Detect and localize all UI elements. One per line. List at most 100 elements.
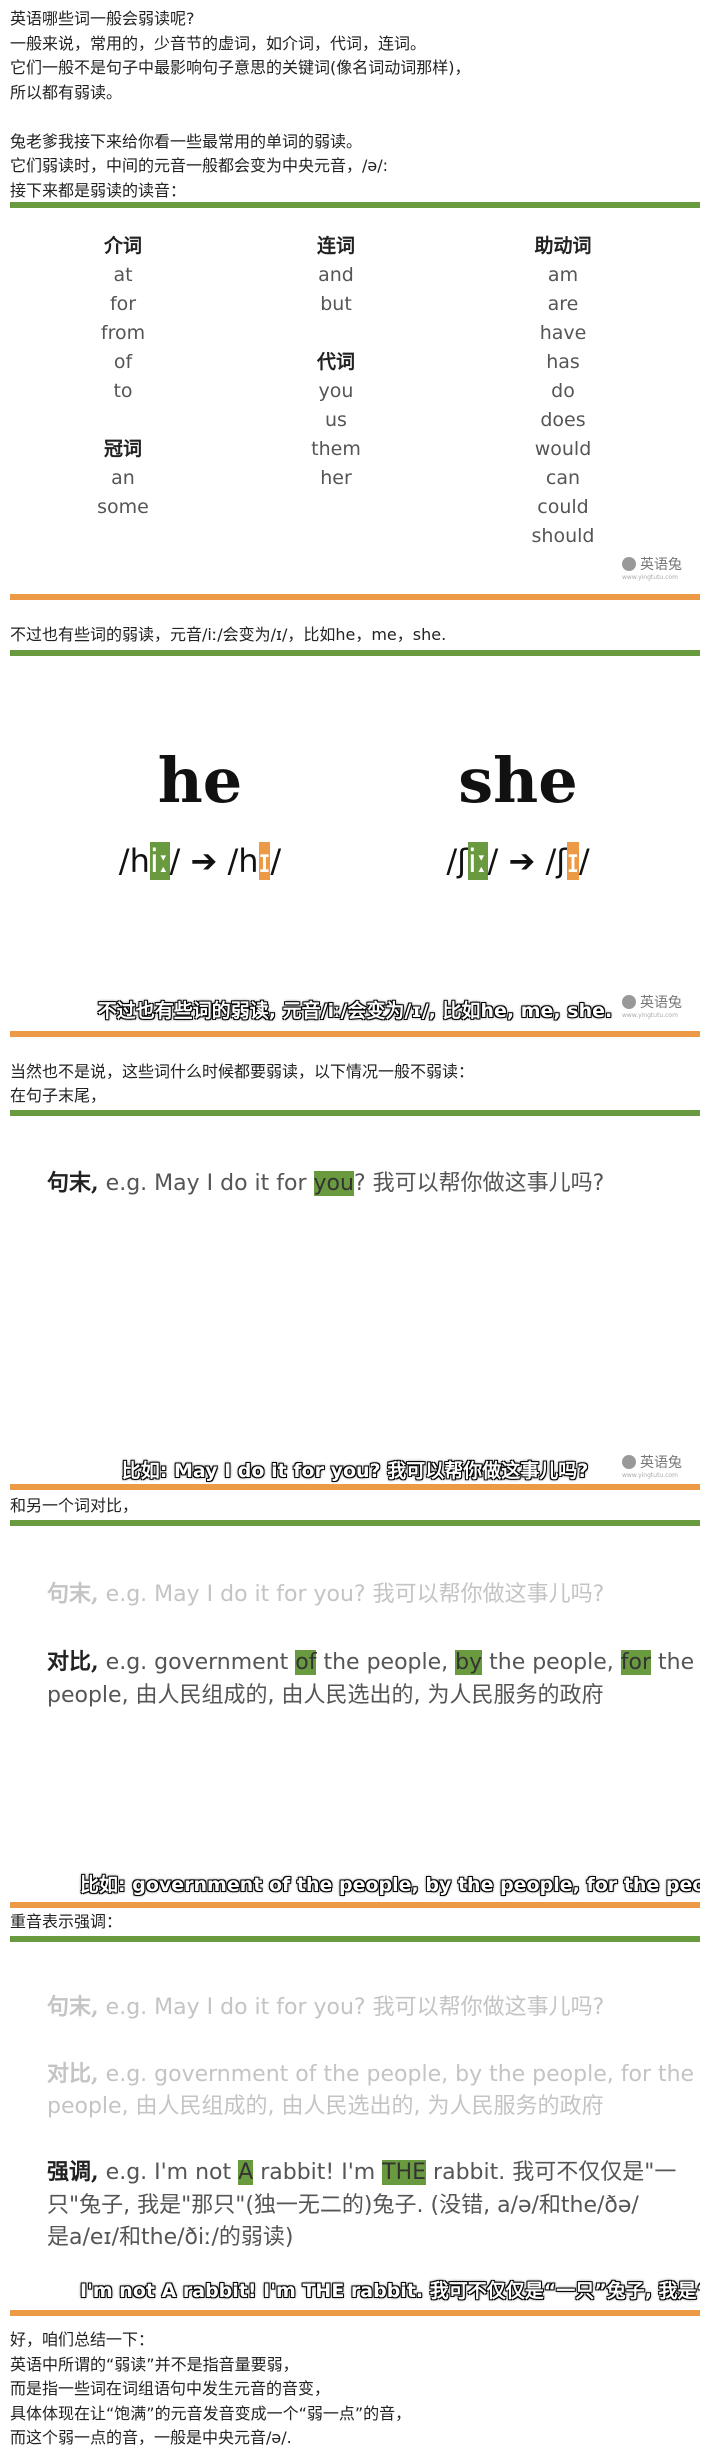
text-segment: rabbit! I'm <box>253 2160 383 2185</box>
highlight: A <box>238 2160 254 2185</box>
text-segment: / <box>270 842 282 880</box>
subtitle: 比如: May I do it for you? 我可以帮你做这事儿吗? <box>121 1460 589 1482</box>
divider <box>10 1110 700 1116</box>
text-segment: the people, <box>316 1650 456 1675</box>
divider <box>10 202 700 208</box>
logo: 英语兔 www.yingtutu.com <box>622 1452 682 1479</box>
label: 句末, <box>47 1581 99 1607</box>
text-line: 一般来说，常用的，少音节的虚词，如介词，代词，连词。 <box>10 33 427 53</box>
word-column: 助动词 am are have has do does would can could should <box>483 232 643 551</box>
word: do <box>551 380 575 402</box>
text-segment: /ʃ <box>446 842 468 880</box>
word-column: 连词 and but 代词 you us them her <box>256 232 416 493</box>
text: 当然也不是说，这些词什么时候都要弱读，以下情况一般不弱读： <box>10 1062 475 1081</box>
sentence: 强调, e.g. I'm not A rabbit! I'm THE rabbi… <box>47 2155 676 2190</box>
sentence: people, 由人民组成的, 由人民选出的, 为人民服务的政府 <box>47 1679 604 1713</box>
word: does <box>540 409 586 431</box>
group-heading: 连词 <box>316 235 355 257</box>
word: would <box>534 438 592 460</box>
text-line: 而是指一些词在词组语句中发生元音的音变， <box>10 2379 331 2398</box>
word: she <box>458 744 578 817</box>
divider <box>10 1520 700 1526</box>
highlight: for <box>620 1650 652 1675</box>
word: from <box>100 322 146 344</box>
text-segment: / ➔ /h <box>169 842 259 880</box>
word: her <box>320 467 352 489</box>
subtitle: 不过也有些词的弱读, 元音/iː/会变为/ɪ/, 比如he, me, she. <box>97 1000 613 1022</box>
text-segment: people, 由人民组成的, 由人民选出的, 为人民服务的政府 <box>47 1683 604 1708</box>
sentence: 句末, e.g. May I do it for you? 我可以帮你做这事儿吗… <box>47 1577 604 1612</box>
label: 句末, <box>47 1994 99 2020</box>
word-group: 连词 and but <box>256 232 416 319</box>
highlight: by <box>455 1650 483 1675</box>
text-line: 接下来都是弱读的读音： <box>10 180 187 200</box>
text-segment: e.g. government <box>98 1650 296 1675</box>
word: you <box>318 380 354 402</box>
word: but <box>320 293 352 315</box>
text: 不过也有些词的弱读，元音/iː/会变为/ɪ/，比如he，me，she. <box>10 625 447 644</box>
logo: 英语兔 www.yingtutu.com <box>622 992 682 1019</box>
highlight: iː <box>149 842 170 880</box>
label: 强调, <box>47 2159 99 2185</box>
logo: 英语兔 www.yingtutu.com <box>622 554 682 581</box>
text: 重音表示强调： <box>10 1912 123 1931</box>
phonetic: /ʃiː/ ➔ /ʃɪ/ <box>368 842 668 880</box>
highlight: you <box>313 1171 354 1196</box>
word: am <box>547 264 579 286</box>
word: has <box>546 351 580 373</box>
word: are <box>547 293 579 315</box>
text-line: 具体体现在让“饱满”的元音发音变成一个“弱一点”的音， <box>10 2403 412 2423</box>
word: could <box>537 496 589 518</box>
text-line: 所以都有弱读。 <box>10 82 123 102</box>
word-group: 助动词 am are have has do does would can could should <box>483 232 643 551</box>
highlight: of <box>295 1650 317 1675</box>
word: for <box>109 293 137 315</box>
word: should <box>531 525 595 547</box>
highlight: THE <box>382 2160 427 2185</box>
text-line: 它们弱读时，中间的元音一般都会变为中央元音，/ə/: <box>10 156 389 175</box>
subtitle: I'm not A rabbit! I'm THE rabbit. 我可不仅仅是… <box>80 2280 700 2302</box>
text: 和另一个词对比， <box>10 1496 139 1515</box>
label: 句末, <box>47 1170 99 1196</box>
word: he <box>157 744 243 817</box>
text-segment: / <box>578 842 590 880</box>
text-segment: 只"兔子, 我是"那只"(独一无二的)兔子. (没错, a/ə/和the/ðə/ <box>47 2193 639 2218</box>
word: us <box>325 409 347 431</box>
word-column: 介词 at for from of to 冠词 an some <box>43 232 203 522</box>
panel-emphasis: 句末, e.g. May I do it for you? 我可以帮你做这事儿吗… <box>10 1942 700 2310</box>
panel-function-words: 介词 at for from of to 冠词 an some 连词 and but 代词 you us th… <box>10 212 700 592</box>
divider <box>10 650 700 656</box>
text: 在句子末尾， <box>10 1086 107 1105</box>
word: at <box>113 264 133 286</box>
sentence: people, 由人民组成的, 由人民选出的, 为人民服务的政府 <box>47 2090 604 2124</box>
text-segment: people, 由人民组成的, 由人民选出的, 为人民服务的政府 <box>47 2094 604 2119</box>
sentence: 对比, e.g. government of the people, by th… <box>47 1645 694 1680</box>
text-segment: the <box>651 1650 695 1675</box>
panel-he-she: he /hiː/ ➔ /hɪ/ she /ʃiː/ ➔ /ʃɪ/ 不过也有些词的… <box>10 656 700 1032</box>
group-heading: 代词 <box>316 351 355 373</box>
text-line: 英语中所谓的“弱读”并不是指音量要弱， <box>10 2354 299 2374</box>
word: to <box>113 380 133 402</box>
sentence: 只"兔子, 我是"那只"(独一无二的)兔子. (没错, a/ə/和the/ðə/ <box>47 2189 639 2223</box>
sentence: 是a/eɪ/和the/ðiː/的弱读) <box>47 2221 294 2255</box>
highlight: ɪ <box>567 842 579 880</box>
text-segment: /h <box>118 842 150 880</box>
divider <box>10 594 700 600</box>
sentence: 句末, e.g. May I do it for you? 我可以帮你做这事儿吗… <box>47 1166 604 1201</box>
text-segment: / ➔ /ʃ <box>487 842 567 880</box>
text-line: 兔老爹我接下来给你看一些最常用的单词的弱读。 <box>10 131 363 151</box>
text-segment: e.g. government of the people, by the pe… <box>98 2062 695 2087</box>
phonetic: /hiː/ ➔ /hɪ/ <box>50 842 350 880</box>
word: of <box>113 351 133 373</box>
text-line: 英语哪些词一般会弱读呢? <box>10 9 195 28</box>
label: 对比, <box>47 2061 99 2087</box>
text-segment: e.g. May I do it for you? 我可以帮你做这事儿吗? <box>98 1995 605 2020</box>
text-segment: the people, <box>482 1650 621 1675</box>
text-segment: e.g. I'm not <box>98 2160 239 2185</box>
text-line: 好，咱们总结一下： <box>10 2330 155 2349</box>
word-group: 介词 at for from of to <box>43 232 203 406</box>
word-group: 代词 you us them her <box>256 348 416 493</box>
divider <box>10 1484 700 1490</box>
highlight: ɪ <box>258 842 271 880</box>
